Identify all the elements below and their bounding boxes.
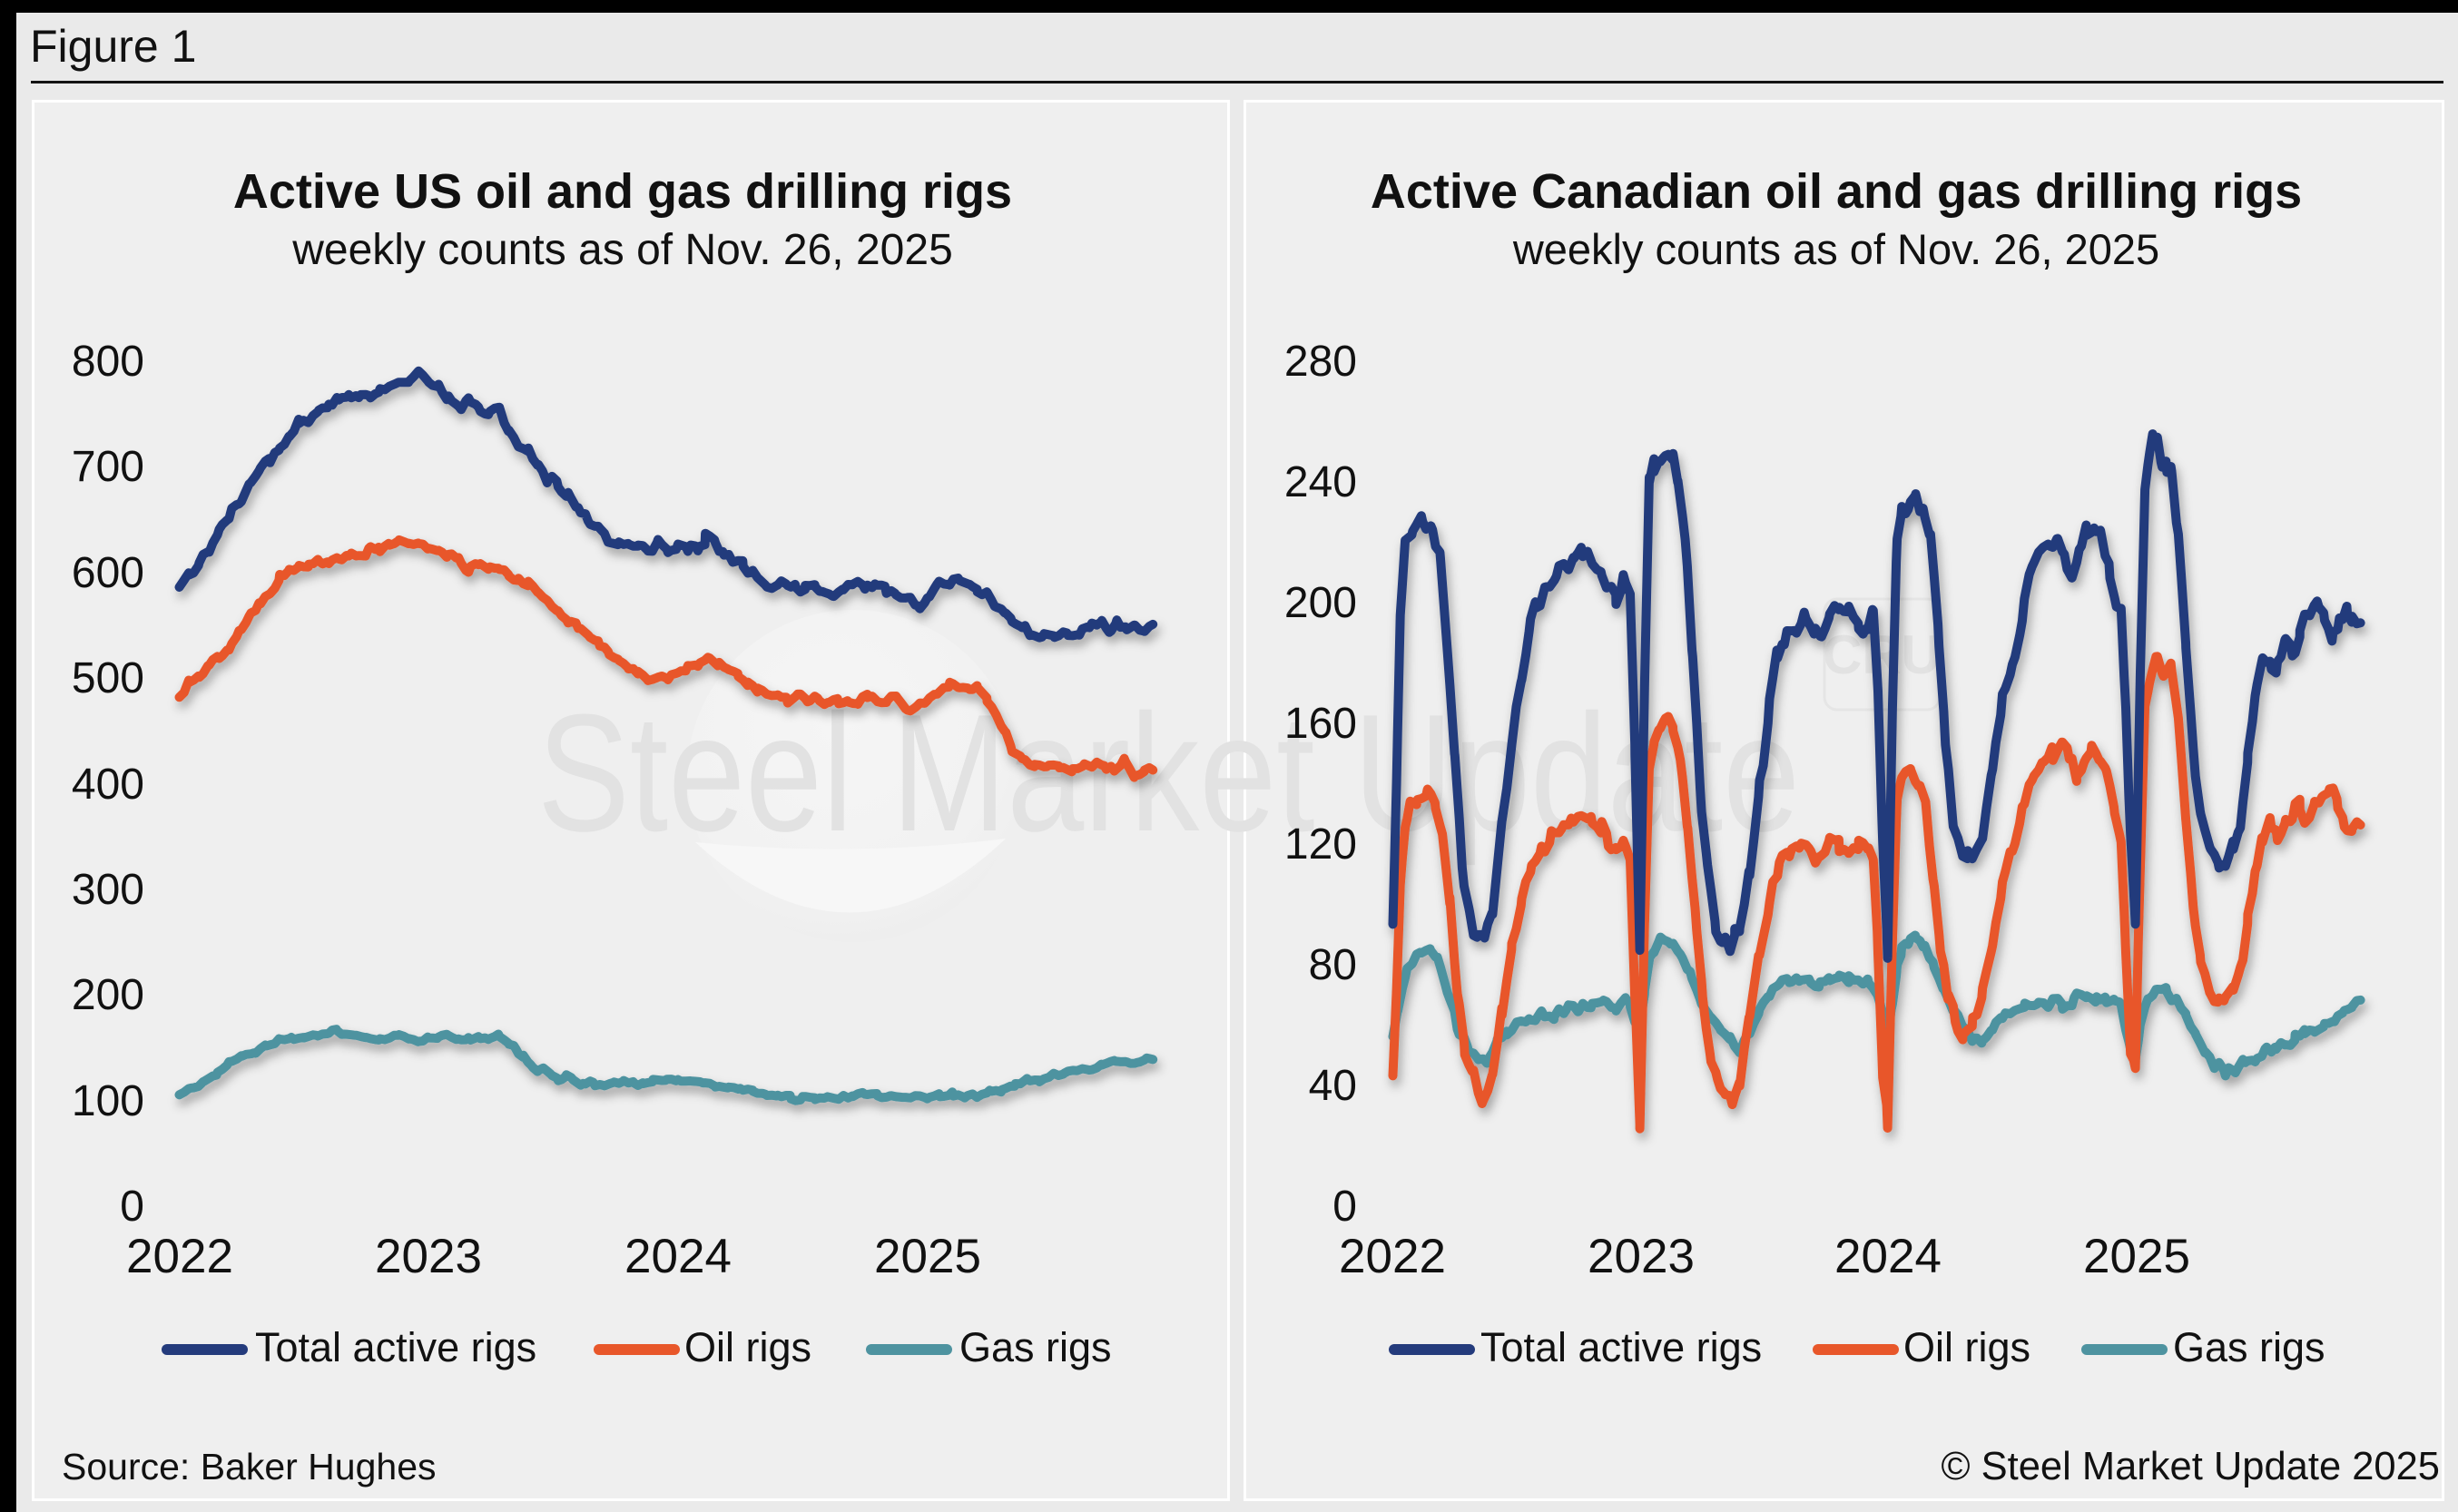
svg-text:Gas rigs: Gas rigs — [959, 1324, 1112, 1370]
svg-text:Total active rigs: Total active rigs — [1480, 1324, 1762, 1370]
svg-text:Oil rigs: Oil rigs — [684, 1324, 811, 1370]
svg-text:2025: 2025 — [874, 1230, 981, 1283]
svg-text:2025: 2025 — [2083, 1230, 2190, 1283]
svg-text:40: 40 — [1309, 1062, 1357, 1110]
svg-text:240: 240 — [1284, 458, 1357, 506]
svg-text:CRU: CRU — [1823, 624, 1941, 685]
svg-text:160: 160 — [1284, 700, 1357, 748]
svg-text:Steel Market Update: Steel Market Update — [537, 679, 1800, 866]
svg-text:100: 100 — [72, 1077, 144, 1125]
svg-text:2022: 2022 — [1339, 1230, 1446, 1283]
svg-text:Gas rigs: Gas rigs — [2173, 1324, 2325, 1370]
svg-text:Source: Baker Hughes: Source: Baker Hughes — [62, 1446, 437, 1487]
svg-text:Total active rigs: Total active rigs — [255, 1324, 536, 1370]
svg-text:weekly counts as of Nov. 26, 2: weekly counts as of Nov. 26, 2025 — [1512, 225, 2159, 273]
svg-text:2023: 2023 — [1588, 1230, 1695, 1283]
svg-text:Active Canadian oil and gas dr: Active Canadian oil and gas drilling rig… — [1371, 164, 2302, 219]
svg-text:600: 600 — [72, 549, 144, 597]
svg-text:© Steel Market Update 2025: © Steel Market Update 2025 — [1941, 1445, 2440, 1488]
svg-text:2024: 2024 — [624, 1230, 732, 1283]
svg-text:300: 300 — [72, 866, 144, 914]
svg-text:Active US oil and gas drilling: Active US oil and gas drilling rigs — [233, 164, 1012, 219]
svg-text:400: 400 — [72, 761, 144, 809]
svg-text:80: 80 — [1309, 941, 1357, 989]
svg-text:800: 800 — [72, 338, 144, 386]
svg-text:2022: 2022 — [126, 1230, 233, 1283]
svg-text:700: 700 — [72, 443, 144, 491]
svg-text:Figure 1: Figure 1 — [30, 21, 196, 72]
svg-text:120: 120 — [1284, 820, 1357, 869]
svg-text:Oil rigs: Oil rigs — [1903, 1324, 2030, 1370]
svg-text:500: 500 — [72, 654, 144, 702]
svg-text:280: 280 — [1284, 338, 1357, 386]
svg-text:0: 0 — [120, 1183, 144, 1231]
svg-text:200: 200 — [1284, 579, 1357, 627]
svg-text:weekly counts as of Nov. 26, 2: weekly counts as of Nov. 26, 2025 — [291, 226, 953, 274]
svg-text:200: 200 — [72, 971, 144, 1019]
svg-text:2023: 2023 — [375, 1230, 482, 1283]
svg-text:2024: 2024 — [1834, 1230, 1942, 1283]
svg-text:0: 0 — [1332, 1183, 1357, 1231]
